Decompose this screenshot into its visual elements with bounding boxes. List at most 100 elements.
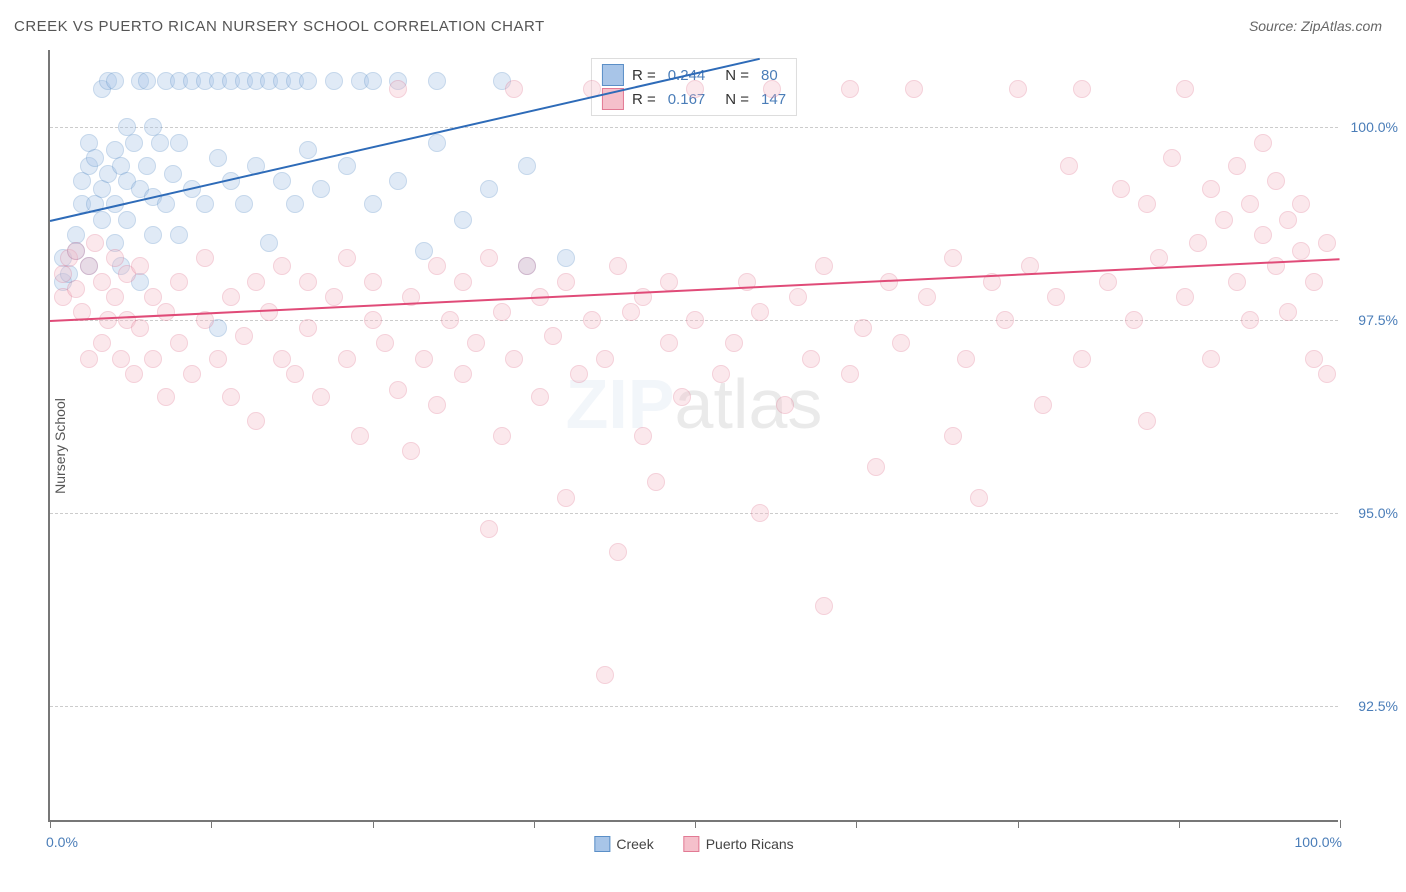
data-point (660, 273, 678, 291)
data-point (944, 249, 962, 267)
data-point (86, 149, 104, 167)
legend-n-label: N = (725, 67, 749, 84)
data-point (1009, 80, 1027, 98)
data-point (725, 334, 743, 352)
data-point (235, 327, 253, 345)
x-axis-label-min: 0.0% (46, 834, 78, 850)
data-point (247, 412, 265, 430)
data-point (1099, 273, 1117, 291)
data-point (441, 311, 459, 329)
data-point (112, 350, 130, 368)
legend-swatch (594, 836, 610, 852)
data-point (1202, 180, 1220, 198)
data-point (144, 350, 162, 368)
data-point (247, 273, 265, 291)
data-point (518, 157, 536, 175)
data-point (1241, 311, 1259, 329)
data-point (325, 288, 343, 306)
data-point (1150, 249, 1168, 267)
x-tick (1340, 820, 1341, 828)
data-point (454, 273, 472, 291)
data-point (80, 350, 98, 368)
data-point (1138, 412, 1156, 430)
data-point (351, 427, 369, 445)
data-point (170, 273, 188, 291)
data-point (415, 350, 433, 368)
data-point (415, 242, 433, 260)
data-point (222, 288, 240, 306)
y-tick-label: 97.5% (1358, 312, 1398, 328)
data-point (299, 273, 317, 291)
data-point (389, 80, 407, 98)
data-point (93, 334, 111, 352)
watermark-rest: atlas (675, 365, 823, 443)
data-point (1279, 211, 1297, 229)
x-tick (1018, 820, 1019, 828)
data-point (609, 543, 627, 561)
data-point (1241, 195, 1259, 213)
data-point (157, 195, 175, 213)
data-point (776, 396, 794, 414)
data-point (364, 311, 382, 329)
data-point (1254, 134, 1272, 152)
data-point (80, 257, 98, 275)
y-tick-label: 100.0% (1351, 119, 1398, 135)
y-tick-label: 92.5% (1358, 698, 1398, 714)
data-point (660, 334, 678, 352)
data-point (531, 388, 549, 406)
data-point (106, 288, 124, 306)
data-point (596, 666, 614, 684)
data-point (1254, 226, 1272, 244)
data-point (467, 334, 485, 352)
data-point (235, 195, 253, 213)
legend-item: Creek (594, 836, 653, 852)
data-point (815, 257, 833, 275)
data-point (325, 72, 343, 90)
data-point (131, 319, 149, 337)
data-point (402, 442, 420, 460)
data-point (286, 195, 304, 213)
data-point (1163, 149, 1181, 167)
data-point (480, 180, 498, 198)
data-point (892, 334, 910, 352)
data-point (557, 489, 575, 507)
data-point (518, 257, 536, 275)
data-point (1073, 350, 1091, 368)
data-point (209, 149, 227, 167)
data-point (389, 172, 407, 190)
data-point (1073, 80, 1091, 98)
data-point (312, 388, 330, 406)
plot-area: ZIPatlas R =0.244N =80R =0.167N =147 Cre… (48, 50, 1338, 822)
data-point (570, 365, 588, 383)
data-point (957, 350, 975, 368)
data-point (86, 234, 104, 252)
data-point (106, 72, 124, 90)
data-point (93, 180, 111, 198)
data-point (996, 311, 1014, 329)
data-point (609, 257, 627, 275)
data-point (686, 80, 704, 98)
chart-title: CREEK VS PUERTO RICAN NURSERY SCHOOL COR… (14, 18, 545, 35)
data-point (183, 365, 201, 383)
data-point (1138, 195, 1156, 213)
data-point (841, 80, 859, 98)
data-point (125, 134, 143, 152)
data-point (144, 288, 162, 306)
data-point (196, 195, 214, 213)
data-point (583, 311, 601, 329)
x-tick (856, 820, 857, 828)
data-point (1305, 273, 1323, 291)
data-point (544, 327, 562, 345)
source-credit: Source: ZipAtlas.com (1249, 18, 1382, 34)
data-point (196, 249, 214, 267)
data-point (389, 381, 407, 399)
data-point (170, 226, 188, 244)
data-point (1060, 157, 1078, 175)
data-point (789, 288, 807, 306)
data-point (338, 157, 356, 175)
legend-label: Creek (616, 836, 653, 852)
x-tick (695, 820, 696, 828)
data-point (260, 303, 278, 321)
y-tick-label: 95.0% (1358, 505, 1398, 521)
data-point (686, 311, 704, 329)
